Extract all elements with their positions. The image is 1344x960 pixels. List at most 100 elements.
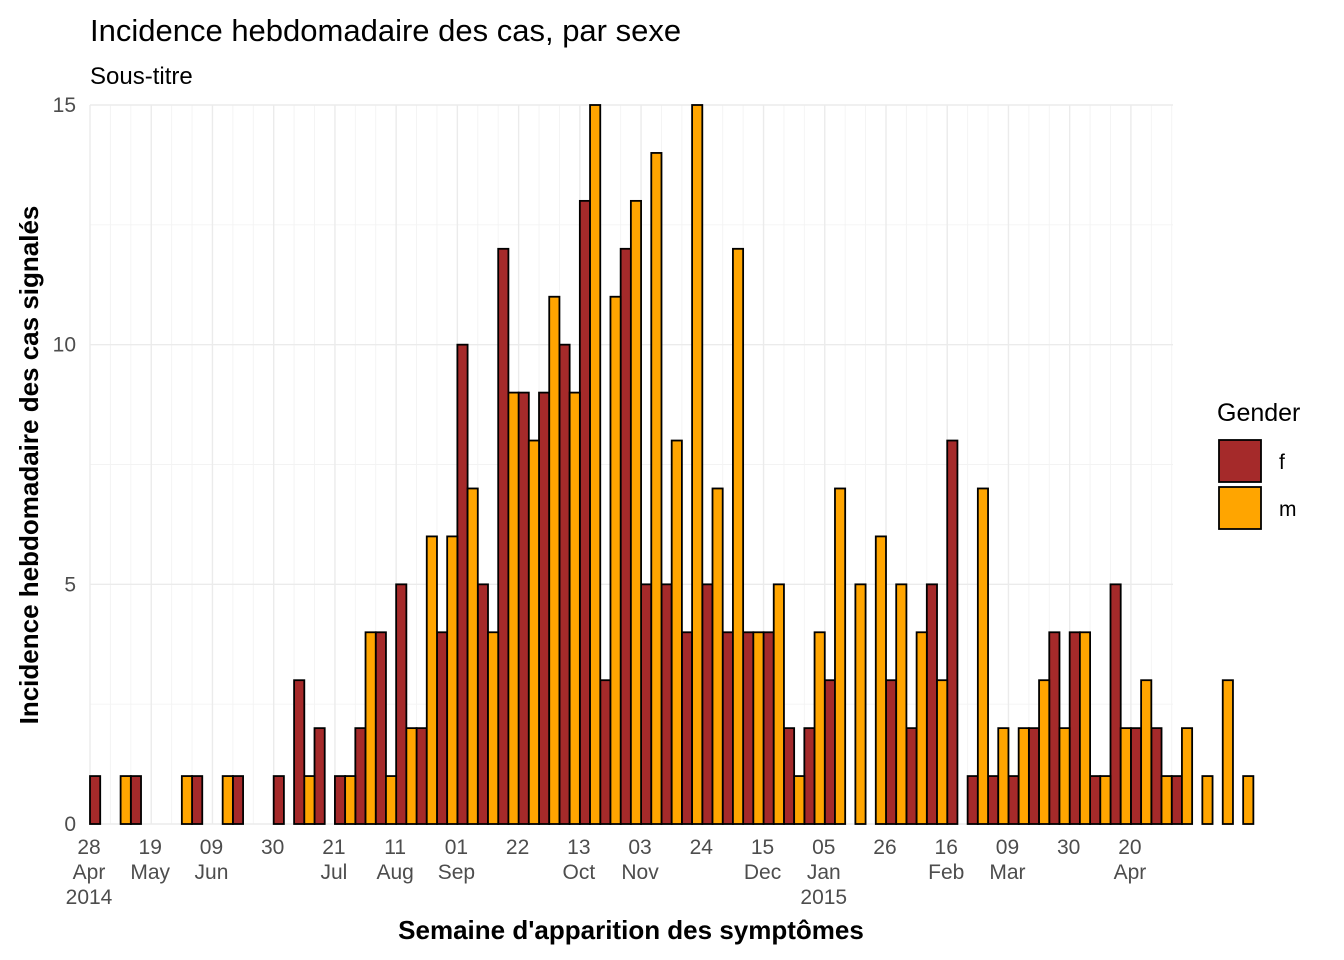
- bar-f-week-36: [823, 679, 836, 825]
- x-tick-label: 24: [690, 836, 714, 859]
- bar-f-week-26: [619, 247, 632, 825]
- bar-m-week-35: [813, 631, 826, 825]
- bar-f-week-30: [701, 583, 714, 825]
- chart-title: Incidence hebdomadaire des cas, par sexe: [90, 13, 681, 48]
- bar-m-week-36: [834, 487, 847, 825]
- bar-m-week-41: [936, 679, 949, 825]
- bar-m-week-50: [1119, 727, 1132, 825]
- bar-m-week-48: [1078, 631, 1091, 825]
- bar-f-week-49: [1089, 775, 1102, 825]
- bar-m-week-17: [446, 535, 459, 825]
- bar-m-week-40: [915, 631, 928, 825]
- bar-m-week-15: [405, 727, 418, 825]
- x-tick-label: 26: [873, 836, 896, 859]
- bar-f-week-27: [640, 583, 653, 825]
- y-tick-label: 5: [64, 573, 76, 596]
- bar-m-week-32: [752, 631, 765, 825]
- bar-m-week-27: [650, 152, 663, 825]
- bars: [89, 104, 1255, 825]
- bar-m-week-20: [507, 391, 520, 825]
- legend-title: Gender: [1217, 399, 1300, 427]
- y-tick-label: 10: [53, 334, 76, 357]
- bar-f-week-50: [1109, 583, 1122, 825]
- bar-m-week-44: [997, 727, 1010, 825]
- bar-f-week-0: [89, 775, 102, 825]
- x-tick-label: 30: [1057, 836, 1080, 859]
- bar-m-week-13: [364, 631, 377, 825]
- x-tick-label: 11 Aug: [376, 836, 413, 884]
- bar-f-week-12: [334, 775, 347, 825]
- bar-f-week-9: [272, 775, 285, 825]
- legend-swatch-m: [1218, 486, 1262, 530]
- bar-f-week-23: [558, 343, 571, 825]
- x-axis-ticks: 28 Apr 2014 19 May 09 Jun 30 21 Jul 11 Aug 01 Sep 22 13…: [66, 836, 1147, 909]
- bar-m-week-30: [711, 487, 724, 825]
- x-tick-label: 15 Dec: [744, 836, 781, 884]
- bar-f-week-13: [354, 727, 367, 825]
- bar-m-week-12: [344, 775, 357, 825]
- bar-f-week-44: [987, 775, 1000, 825]
- bar-f-week-11: [313, 727, 326, 825]
- bar-m-week-55: [1221, 679, 1234, 825]
- bar-f-week-19: [476, 583, 489, 825]
- x-tick-label: 20 Apr: [1114, 836, 1147, 884]
- legend-label-f: f: [1279, 451, 1285, 474]
- bar-f-week-39: [885, 679, 898, 825]
- bar-m-week-53: [1181, 727, 1194, 825]
- bar-f-week-21: [517, 391, 530, 825]
- bar-f-week-7: [231, 775, 244, 825]
- bar-f-week-48: [1068, 631, 1081, 825]
- bar-f-week-20: [497, 247, 510, 825]
- bar-m-week-47: [1058, 727, 1071, 825]
- bar-m-week-37: [854, 583, 867, 825]
- bar-m-week-16: [425, 535, 438, 825]
- bar-m-week-52: [1160, 775, 1173, 825]
- x-tick-label: 30: [261, 836, 284, 859]
- legend: Gender f m: [1217, 399, 1300, 530]
- bar-f-week-24: [578, 199, 591, 825]
- bar-m-week-18: [466, 487, 479, 825]
- legend-label-m: m: [1279, 498, 1297, 521]
- chart-subtitle: Sous-titre: [90, 63, 193, 90]
- bar-f-week-41: [925, 583, 938, 825]
- bar-f-week-10: [293, 679, 306, 825]
- bar-f-week-14: [374, 631, 387, 825]
- bar-m-week-21: [527, 439, 540, 825]
- bar-m-week-22: [548, 295, 561, 825]
- bar-m-week-4: [180, 775, 193, 825]
- x-tick-label: 03 Nov: [621, 836, 659, 884]
- x-axis-label: Semaine d'apparition des symptômes: [398, 915, 864, 945]
- bar-f-week-53: [1170, 775, 1183, 825]
- bar-f-week-31: [721, 631, 734, 825]
- bar-f-week-35: [803, 727, 816, 825]
- x-tick-label: 28 Apr 2014: [66, 836, 113, 909]
- bar-f-week-5: [191, 775, 204, 825]
- bar-m-week-14: [385, 775, 398, 825]
- bar-f-week-16: [415, 727, 428, 825]
- bar-f-week-46: [1027, 727, 1040, 825]
- x-tick-label: 21 Jul: [320, 836, 347, 884]
- x-tick-label: 19 May: [130, 836, 170, 884]
- y-axis-ticks: 0 5 10 15: [53, 94, 76, 836]
- y-tick-label: 0: [64, 813, 76, 836]
- bar-f-week-29: [680, 631, 694, 825]
- x-tick-label: 09 Jun: [195, 836, 229, 884]
- bar-f-week-15: [395, 583, 408, 825]
- y-axis-label: Incidence hebdomadaire des cas signalés: [14, 206, 44, 725]
- bar-m-week-38: [874, 535, 887, 825]
- bar-f-week-34: [783, 727, 796, 825]
- bar-m-week-19: [487, 631, 500, 825]
- bar-m-week-26: [629, 199, 642, 825]
- legend-swatch-f: [1218, 439, 1262, 483]
- bar-m-week-6: [221, 775, 234, 825]
- bar-m-week-10: [303, 775, 316, 825]
- bar-m-week-54: [1201, 775, 1214, 825]
- bar-m-week-51: [1140, 679, 1153, 825]
- bar-f-week-40: [905, 727, 918, 825]
- bar-f-week-45: [1007, 775, 1020, 825]
- bar-m-week-25: [609, 295, 622, 825]
- bar-f-week-18: [456, 343, 469, 825]
- x-tick-label: 16 Feb: [928, 836, 964, 884]
- bar-m-week-31: [732, 247, 745, 825]
